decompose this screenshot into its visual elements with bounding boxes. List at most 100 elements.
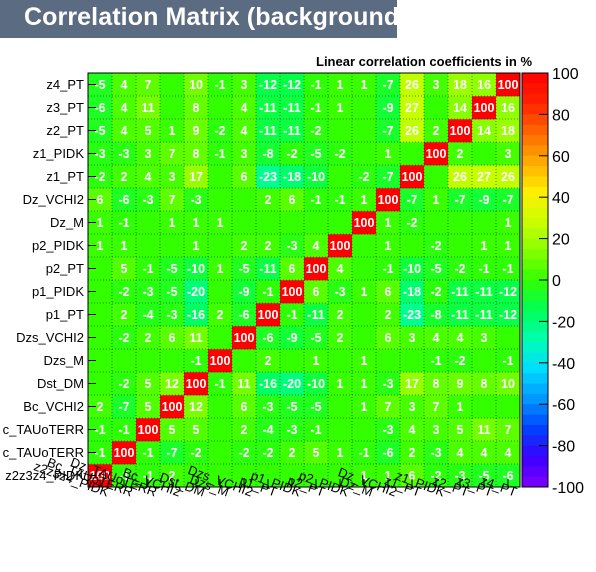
heatmap-cell — [328, 303, 353, 327]
cell-value: -6 — [238, 308, 249, 322]
cell-value: -3 — [382, 377, 393, 391]
cell-value: -5 — [94, 78, 105, 92]
color-bar-segment — [522, 93, 548, 105]
heatmap-cell — [304, 303, 329, 327]
cell-value: -5 — [478, 469, 489, 483]
heatmap-cell — [160, 372, 185, 396]
cell-value: 4 — [481, 446, 488, 460]
color-bar-tick-label: 80 — [552, 107, 570, 124]
heatmap-cell — [424, 257, 449, 281]
cell-value: -2 — [238, 446, 249, 460]
heatmap-cell — [112, 234, 137, 258]
heatmap-cell — [280, 165, 305, 189]
heatmap-cell — [256, 326, 281, 350]
heatmap-cell — [400, 349, 425, 373]
cell-value: -2 — [430, 239, 441, 253]
heatmap-cell — [280, 73, 305, 97]
heatmap-cell — [112, 73, 137, 97]
cell-value: -10 — [403, 262, 421, 276]
cell-value: 6 — [409, 469, 416, 483]
cell-value: 2 — [337, 331, 344, 345]
cell-value: 16 — [501, 101, 515, 115]
heatmap-cell — [112, 395, 137, 419]
heatmap-cell — [400, 372, 425, 396]
color-bar-segment — [522, 186, 548, 198]
heatmap-cell — [256, 464, 281, 488]
heatmap-cell — [88, 119, 113, 143]
heatmap-cell — [184, 395, 209, 419]
heatmap-cell — [304, 395, 329, 419]
y-tick-label: Bc_VCHI2 — [23, 399, 84, 414]
cell-value: 1 — [169, 216, 176, 230]
heatmap-cell — [304, 441, 329, 465]
heatmap-cell — [376, 326, 401, 350]
heatmap-cell — [232, 73, 257, 97]
heatmap-cell — [160, 303, 185, 327]
cell-value: -9 — [238, 285, 249, 299]
cell-value: -3 — [190, 193, 201, 207]
cell-value: -3 — [286, 423, 297, 437]
color-bar-tick-label: 100 — [552, 66, 579, 83]
cell-value: 1 — [361, 400, 368, 414]
cell-value: -9 — [382, 101, 393, 115]
cell-value: -3 — [262, 400, 273, 414]
cell-value: -6 — [94, 101, 105, 115]
heatmap-cell — [472, 73, 497, 97]
cell-value: 100 — [258, 308, 279, 322]
cell-value: -1 — [190, 354, 201, 368]
heatmap-cell — [400, 188, 425, 212]
cell-value: 6 — [241, 170, 248, 184]
y-tick-label: Dz_M — [50, 215, 84, 230]
heatmap-cell — [232, 418, 257, 442]
heatmap-cell — [472, 165, 497, 189]
cell-value: -1 — [118, 423, 129, 437]
cell-value: -1 — [214, 147, 225, 161]
cell-value: 3 — [241, 147, 248, 161]
heatmap-cell — [448, 73, 473, 97]
cell-value: -7 — [118, 400, 129, 414]
heatmap-cell — [208, 464, 233, 488]
cell-value: 1 — [385, 239, 392, 253]
cell-value: -10 — [307, 377, 325, 391]
cell-value: -2 — [190, 446, 201, 460]
heatmap-cell — [232, 372, 257, 396]
heatmap-cell — [112, 211, 137, 235]
heatmap-cell — [184, 441, 209, 465]
heatmap-cell — [136, 234, 161, 258]
heatmap-cell — [160, 188, 185, 212]
heatmap-cell — [496, 188, 521, 212]
heatmap-cell — [88, 418, 113, 442]
heatmap-cell — [88, 165, 113, 189]
heatmap-cell — [400, 441, 425, 465]
heatmap-cell — [304, 165, 329, 189]
heatmap-cell — [376, 372, 401, 396]
cell-value: -5 — [310, 331, 321, 345]
cell-value: -2 — [118, 377, 129, 391]
heatmap-cell — [496, 119, 521, 143]
heatmap-cell — [232, 441, 257, 465]
cell-value: 1 — [457, 400, 464, 414]
heatmap-cell — [472, 234, 497, 258]
cell-value: -18 — [403, 285, 421, 299]
color-bar-segment — [522, 352, 548, 364]
y-tick-label: p1_PIDK — [32, 284, 84, 299]
heatmap-cell — [88, 326, 113, 350]
heatmap-cell — [496, 73, 521, 97]
color-bar-segment — [522, 445, 548, 457]
cell-value: -2 — [310, 124, 321, 138]
cell-value: 14 — [453, 101, 467, 115]
cell-value: 2 — [457, 147, 464, 161]
heatmap-cell — [256, 119, 281, 143]
heatmap-cell — [376, 257, 401, 281]
cell-value: -1 — [262, 285, 273, 299]
heatmap-cell — [496, 211, 521, 235]
heatmap-cell — [136, 96, 161, 120]
cell-value: -1 — [310, 423, 321, 437]
heatmap-cell — [424, 142, 449, 166]
heatmap-cell — [472, 188, 497, 212]
cell-value: 26 — [405, 124, 419, 138]
y-tick-label: Dzs_M — [44, 353, 84, 368]
heatmap-cell — [232, 280, 257, 304]
cell-value: 2 — [145, 331, 152, 345]
heatmap-cell — [472, 96, 497, 120]
